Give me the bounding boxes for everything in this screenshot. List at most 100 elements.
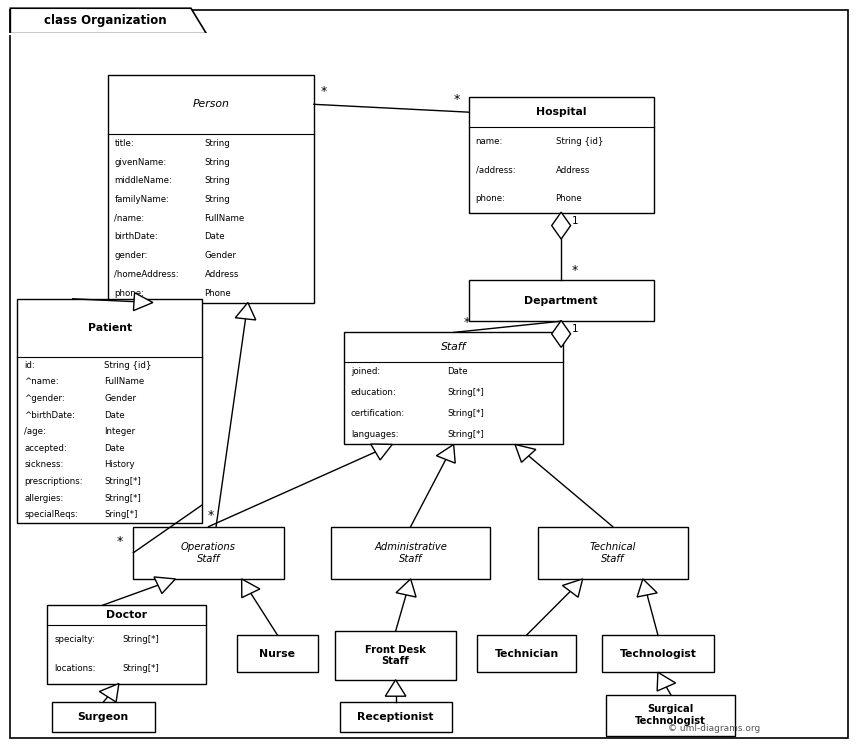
Text: Phone: Phone bbox=[556, 194, 582, 203]
Text: Operations
Staff: Operations Staff bbox=[181, 542, 236, 563]
Text: *: * bbox=[207, 509, 213, 521]
Text: String[*]: String[*] bbox=[122, 665, 159, 674]
Text: Front Desk
Staff: Front Desk Staff bbox=[366, 645, 426, 666]
Bar bbox=[17, 299, 202, 523]
Polygon shape bbox=[154, 577, 175, 594]
Polygon shape bbox=[436, 444, 455, 463]
Bar bbox=[335, 631, 456, 680]
Bar bbox=[469, 97, 654, 213]
Text: Nurse: Nurse bbox=[260, 648, 295, 659]
Text: 1: 1 bbox=[571, 216, 578, 226]
Polygon shape bbox=[637, 579, 657, 597]
Text: phone:: phone: bbox=[114, 288, 144, 297]
Text: certification:: certification: bbox=[351, 409, 405, 418]
Text: title:: title: bbox=[114, 139, 134, 148]
Bar bbox=[606, 695, 735, 736]
Text: Integer: Integer bbox=[104, 427, 135, 436]
Bar bbox=[344, 332, 563, 444]
Text: *: * bbox=[464, 317, 470, 329]
Text: Technical
Staff: Technical Staff bbox=[590, 542, 636, 563]
Text: Sring[*]: Sring[*] bbox=[104, 510, 138, 519]
Text: name:: name: bbox=[476, 137, 503, 146]
Text: locations:: locations: bbox=[54, 665, 95, 674]
Text: © uml-diagrams.org: © uml-diagrams.org bbox=[667, 724, 760, 733]
Text: class Organization: class Organization bbox=[44, 14, 166, 28]
Bar bbox=[477, 635, 576, 672]
Text: /homeAddress:: /homeAddress: bbox=[114, 270, 179, 279]
Polygon shape bbox=[242, 579, 260, 598]
Bar bbox=[108, 75, 314, 303]
Text: *: * bbox=[117, 536, 123, 548]
Text: givenName:: givenName: bbox=[114, 158, 167, 167]
Text: Date: Date bbox=[104, 444, 125, 453]
Text: String: String bbox=[205, 176, 230, 185]
Text: Doctor: Doctor bbox=[107, 610, 147, 620]
Text: id:: id: bbox=[24, 361, 34, 370]
Text: /age:: /age: bbox=[24, 427, 46, 436]
Text: Surgical
Technologist: Surgical Technologist bbox=[636, 704, 706, 726]
Text: specialty:: specialty: bbox=[54, 636, 95, 645]
Text: String[*]: String[*] bbox=[104, 494, 141, 503]
Polygon shape bbox=[10, 8, 206, 34]
Text: Hospital: Hospital bbox=[536, 107, 587, 117]
Text: Date: Date bbox=[104, 411, 125, 420]
Text: Person: Person bbox=[193, 99, 229, 109]
Bar bbox=[237, 635, 318, 672]
Bar bbox=[340, 702, 452, 732]
Text: Gender: Gender bbox=[205, 251, 236, 260]
Text: /address:: /address: bbox=[476, 166, 515, 175]
Polygon shape bbox=[552, 212, 571, 239]
Text: String[*]: String[*] bbox=[122, 636, 159, 645]
Text: String[*]: String[*] bbox=[447, 388, 484, 397]
Polygon shape bbox=[385, 680, 406, 696]
Text: Surgeon: Surgeon bbox=[77, 712, 129, 722]
Text: sickness:: sickness: bbox=[24, 460, 64, 469]
Text: *: * bbox=[571, 264, 578, 277]
Polygon shape bbox=[236, 303, 255, 320]
Text: 1: 1 bbox=[571, 324, 578, 334]
Text: education:: education: bbox=[351, 388, 396, 397]
Bar bbox=[538, 527, 688, 579]
Text: allergies:: allergies: bbox=[24, 494, 64, 503]
Text: Receptionist: Receptionist bbox=[358, 712, 433, 722]
Text: ^birthDate:: ^birthDate: bbox=[24, 411, 75, 420]
Polygon shape bbox=[100, 684, 119, 702]
Text: phone:: phone: bbox=[476, 194, 506, 203]
Polygon shape bbox=[552, 320, 571, 347]
Text: Address: Address bbox=[556, 166, 590, 175]
Text: /name:: /name: bbox=[114, 214, 144, 223]
Text: String {id}: String {id} bbox=[104, 361, 151, 370]
Text: Address: Address bbox=[205, 270, 239, 279]
Text: FullName: FullName bbox=[205, 214, 245, 223]
Text: gender:: gender: bbox=[114, 251, 148, 260]
Text: languages:: languages: bbox=[351, 430, 398, 438]
Polygon shape bbox=[371, 444, 392, 460]
Bar bbox=[469, 280, 654, 321]
Text: ^name:: ^name: bbox=[24, 377, 58, 386]
Text: String {id}: String {id} bbox=[556, 137, 603, 146]
Bar bbox=[602, 635, 714, 672]
Text: joined:: joined: bbox=[351, 368, 380, 376]
Text: birthDate:: birthDate: bbox=[114, 232, 158, 241]
Bar bbox=[52, 702, 155, 732]
Text: Phone: Phone bbox=[205, 288, 231, 297]
Bar bbox=[331, 527, 490, 579]
Text: Department: Department bbox=[525, 296, 598, 306]
Bar bbox=[133, 527, 284, 579]
Text: String: String bbox=[205, 195, 230, 204]
Text: Date: Date bbox=[447, 368, 468, 376]
Text: String: String bbox=[205, 158, 230, 167]
Text: Date: Date bbox=[205, 232, 225, 241]
Text: String: String bbox=[205, 139, 230, 148]
Polygon shape bbox=[396, 579, 416, 597]
Text: Technician: Technician bbox=[494, 648, 559, 659]
Text: Administrative
Staff: Administrative Staff bbox=[374, 542, 447, 563]
Text: familyName:: familyName: bbox=[114, 195, 169, 204]
Text: *: * bbox=[321, 85, 327, 99]
Text: History: History bbox=[104, 460, 135, 469]
Text: Patient: Patient bbox=[88, 323, 132, 333]
Text: ^gender:: ^gender: bbox=[24, 394, 64, 403]
Text: Technologist: Technologist bbox=[619, 648, 697, 659]
Text: accepted:: accepted: bbox=[24, 444, 67, 453]
Text: String[*]: String[*] bbox=[447, 409, 484, 418]
